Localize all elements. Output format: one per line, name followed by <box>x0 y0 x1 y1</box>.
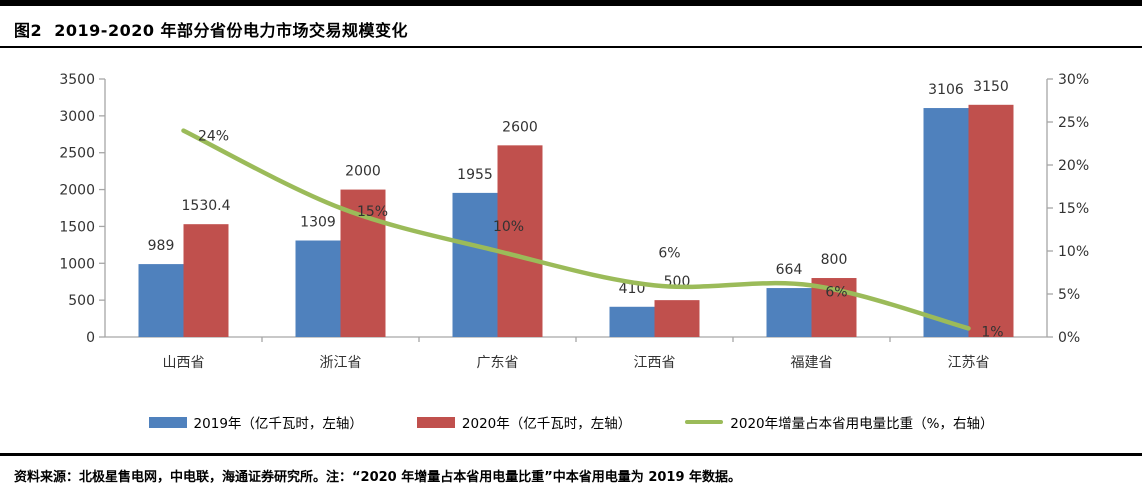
left-axis-tick-label: 3500 <box>59 72 95 88</box>
x-axis-category-label: 山西省 <box>163 355 205 371</box>
trend-point-label: 10% <box>493 219 524 235</box>
bar-value-label: 2000 <box>345 164 381 180</box>
legend-swatch-trend-line <box>685 420 724 424</box>
title-divider <box>0 46 1142 48</box>
legend-item-trend: 2020年增量占本省用电量比重（%，右轴） <box>685 412 993 432</box>
trend-point-label: 24% <box>198 129 229 145</box>
bar-value-label: 1530.4 <box>182 198 231 214</box>
bar-2020 <box>183 224 229 337</box>
legend-label-trend: 2020年增量占本省用电量比重（%，右轴） <box>730 416 994 432</box>
trend-point-label: 6% <box>825 284 847 300</box>
trend-line <box>181 128 971 331</box>
legend-swatch-2019-bar <box>148 416 187 428</box>
bar-2019 <box>923 108 969 337</box>
bar-2019 <box>766 288 812 337</box>
bar-value-label: 664 <box>776 262 803 278</box>
left-axis-tick-label: 1500 <box>59 219 95 235</box>
bar-2020 <box>968 104 1014 337</box>
chart-title: 图2 2019-2020 年部分省份电力市场交易规模变化 <box>14 21 409 40</box>
chart-legend: 2019年（亿千瓦时，左轴） 2020年（亿千瓦时，左轴） 2020年增量占本省… <box>0 408 1142 436</box>
trend-point-label: 15% <box>357 204 388 220</box>
bar-value-label: 800 <box>821 252 848 268</box>
left-axis-tick-label: 2500 <box>59 146 95 162</box>
x-axis-category-label: 广东省 <box>477 355 519 371</box>
left-axis-tick-label: 3000 <box>59 109 95 125</box>
left-axis-tick-label: 500 <box>68 293 95 309</box>
bar-value-label: 1955 <box>457 167 493 183</box>
x-axis-category-label: 浙江省 <box>320 355 362 371</box>
bar-2019 <box>452 192 498 337</box>
bar-2020 <box>497 145 543 337</box>
left-axis-tick-label: 2000 <box>59 183 95 199</box>
x-axis-category-label: 福建省 <box>791 355 833 371</box>
right-axis-tick-label: 20% <box>1058 158 1089 174</box>
bar-value-label: 989 <box>148 238 175 254</box>
trend-point-label: 1% <box>981 324 1003 340</box>
left-axis-tick-label: 1000 <box>59 256 95 272</box>
bar-value-label: 3150 <box>973 79 1009 95</box>
bar-2019 <box>295 240 341 337</box>
footer-divider <box>0 453 1142 456</box>
legend-label-2019: 2019年（亿千瓦时，左轴） <box>193 416 363 432</box>
right-axis-tick-label: 0% <box>1058 330 1080 346</box>
right-axis-tick-label: 25% <box>1058 115 1089 131</box>
bar-2019 <box>609 306 655 337</box>
bar-value-label: 2600 <box>502 119 538 135</box>
right-axis-tick-label: 10% <box>1058 244 1089 260</box>
legend-item-2019: 2019年（亿千瓦时，左轴） <box>148 412 363 432</box>
legend-swatch-2020-bar <box>416 416 455 428</box>
bar-value-label: 3106 <box>928 82 964 98</box>
right-axis-tick-label: 15% <box>1058 201 1089 217</box>
source-note: 资料来源：北极星售电网，中电联，海通证券研究所。注：“2020 年增量占本省用电… <box>14 470 742 485</box>
right-axis-tick-label: 30% <box>1058 72 1089 88</box>
left-axis-tick-label: 0 <box>86 330 95 346</box>
bar-2020 <box>654 300 700 337</box>
legend-item-2020: 2020年（亿千瓦时，左轴） <box>416 412 632 432</box>
right-axis-tick-label: 5% <box>1058 287 1080 303</box>
bar-2019 <box>138 264 184 337</box>
bar-value-label: 1309 <box>300 215 336 231</box>
legend-label-2020: 2020年（亿千瓦时，左轴） <box>461 416 632 432</box>
x-axis-category-label: 江西省 <box>634 355 676 371</box>
x-axis-category-label: 江苏省 <box>948 355 990 371</box>
chart-svg: 0 500 1000 1500 2000 2500 3000 3500 0% 5% 10% 15% 20… <box>59 72 1089 371</box>
top-rule <box>0 0 1142 6</box>
trend-point-label: 6% <box>658 245 680 261</box>
